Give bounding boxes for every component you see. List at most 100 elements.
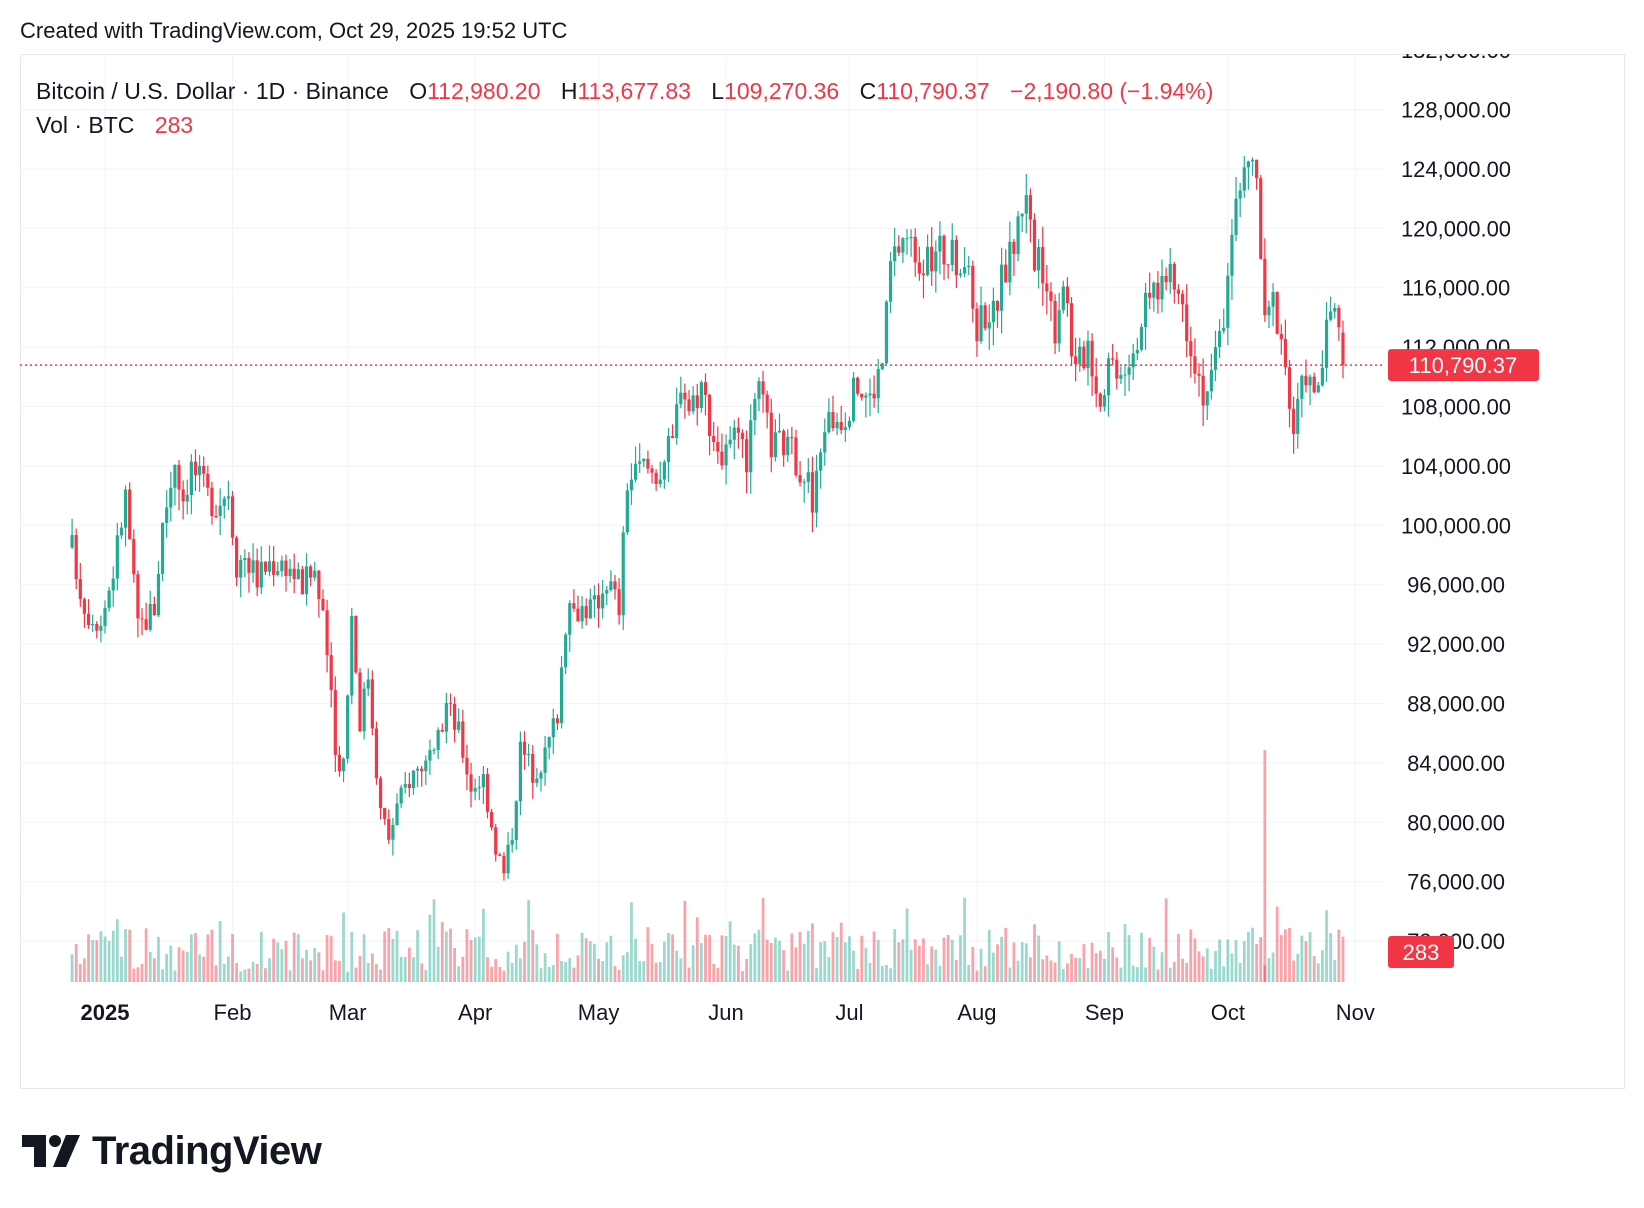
- volume-bar: [1074, 957, 1078, 982]
- candle-body: [1012, 241, 1016, 255]
- candle-body: [1242, 167, 1246, 191]
- volume-bar: [1103, 958, 1106, 982]
- volume-bar: [440, 921, 444, 982]
- candle-body: [1234, 198, 1238, 235]
- candle-body: [568, 603, 572, 635]
- volume-bar: [1271, 952, 1275, 982]
- volume-bar: [720, 935, 724, 982]
- volume-label[interactable]: Vol · BTC: [36, 112, 135, 138]
- candle-body: [962, 267, 967, 274]
- y-tick-label: 100,000.00: [1401, 513, 1511, 538]
- candle-body: [1102, 395, 1107, 407]
- candle-body: [518, 741, 523, 802]
- candle-body: [284, 560, 288, 577]
- volume-bar: [403, 956, 407, 982]
- candle-body: [872, 393, 876, 399]
- candle-body: [856, 377, 860, 394]
- candle-body: [1246, 161, 1250, 168]
- volume-bar: [662, 941, 666, 982]
- candle-body: [522, 741, 527, 755]
- candle-body: [1119, 375, 1123, 379]
- volume-bar: [954, 959, 958, 982]
- candle-body: [432, 749, 436, 751]
- volume-bar: [852, 950, 855, 982]
- candle-body: [300, 569, 305, 595]
- candle-body: [247, 557, 251, 573]
- volume-bar: [572, 967, 576, 982]
- candle-body: [1300, 375, 1304, 399]
- candle-body: [448, 703, 453, 705]
- candle-body: [1312, 376, 1316, 393]
- volume-bar: [741, 971, 744, 982]
- volume-bar: [1226, 939, 1230, 982]
- candle-body: [313, 570, 317, 578]
- candle-body: [70, 535, 74, 548]
- price-chart[interactable]: 132,000.00 128,000.00 124,000.00 120,000.00…: [20, 54, 1625, 1089]
- volume-bar: [794, 947, 798, 982]
- volume-bar: [691, 945, 695, 982]
- volume-bar: [1316, 963, 1320, 982]
- candle-body: [1037, 247, 1041, 271]
- volume-bar: [1082, 944, 1086, 982]
- candle-body: [341, 758, 346, 772]
- candle-body: [814, 470, 819, 513]
- candle-body: [909, 236, 913, 239]
- volume-bar: [1123, 924, 1127, 982]
- volume-bar: [1337, 929, 1341, 982]
- axis-tags: 110,790.37 283: [1388, 349, 1539, 968]
- candle-body: [749, 420, 753, 473]
- volume-bar: [465, 929, 469, 982]
- volume-bar: [83, 958, 86, 982]
- volume-bar: [617, 969, 621, 982]
- volume-bar: [152, 958, 156, 982]
- candle-body: [888, 261, 893, 302]
- volume-bar: [1115, 957, 1119, 982]
- candle-body: [691, 395, 695, 412]
- y-tick-label: 116,000.00: [1402, 276, 1510, 301]
- volume-bar: [1041, 959, 1045, 982]
- candle-body: [847, 420, 852, 428]
- candle-body: [321, 598, 325, 611]
- candle-body: [387, 819, 391, 840]
- volume-bar: [148, 952, 152, 982]
- candle-body: [967, 265, 971, 268]
- tradingview-logo-icon: [22, 1135, 80, 1167]
- volume-bar: [1263, 750, 1267, 982]
- candle-body: [1008, 241, 1012, 283]
- volume-bar: [811, 923, 814, 982]
- volume-bar: [157, 936, 160, 982]
- candle-body: [638, 461, 642, 464]
- low-label: L: [711, 78, 725, 104]
- candle-body: [1308, 376, 1312, 386]
- candle-body: [1061, 286, 1065, 311]
- candle-body: [86, 613, 91, 626]
- candle-body: [1078, 346, 1082, 365]
- symbol-description[interactable]: Bitcoin / U.S. Dollar · 1D · Binance: [36, 78, 389, 104]
- candle-body: [1209, 369, 1213, 392]
- volume-bar: [510, 963, 514, 982]
- candle-body: [415, 768, 420, 771]
- y-tick-label: 84,000.00: [1407, 751, 1505, 776]
- candle-body: [1250, 159, 1255, 162]
- candle-body: [1086, 340, 1090, 369]
- candle-body: [354, 615, 358, 673]
- candle-body: [407, 783, 411, 789]
- volume-bar: [268, 958, 271, 982]
- candle-body: [1213, 347, 1218, 370]
- candle-body: [185, 495, 189, 502]
- volume-bar: [321, 970, 325, 982]
- volume-bar: [1234, 940, 1238, 982]
- candle-body: [839, 421, 843, 430]
- volume-bar: [621, 955, 625, 982]
- candle-body: [428, 750, 432, 761]
- volume-bar: [535, 944, 539, 982]
- volume-bar: [309, 960, 313, 982]
- volume-bar: [428, 914, 432, 982]
- candle-body: [745, 439, 749, 473]
- volume-bar: [885, 965, 888, 982]
- candle-body: [580, 606, 584, 622]
- volume-bar: [1246, 931, 1250, 982]
- candle-body: [276, 571, 280, 575]
- candle-body: [535, 778, 539, 783]
- volume-bar: [1308, 931, 1312, 982]
